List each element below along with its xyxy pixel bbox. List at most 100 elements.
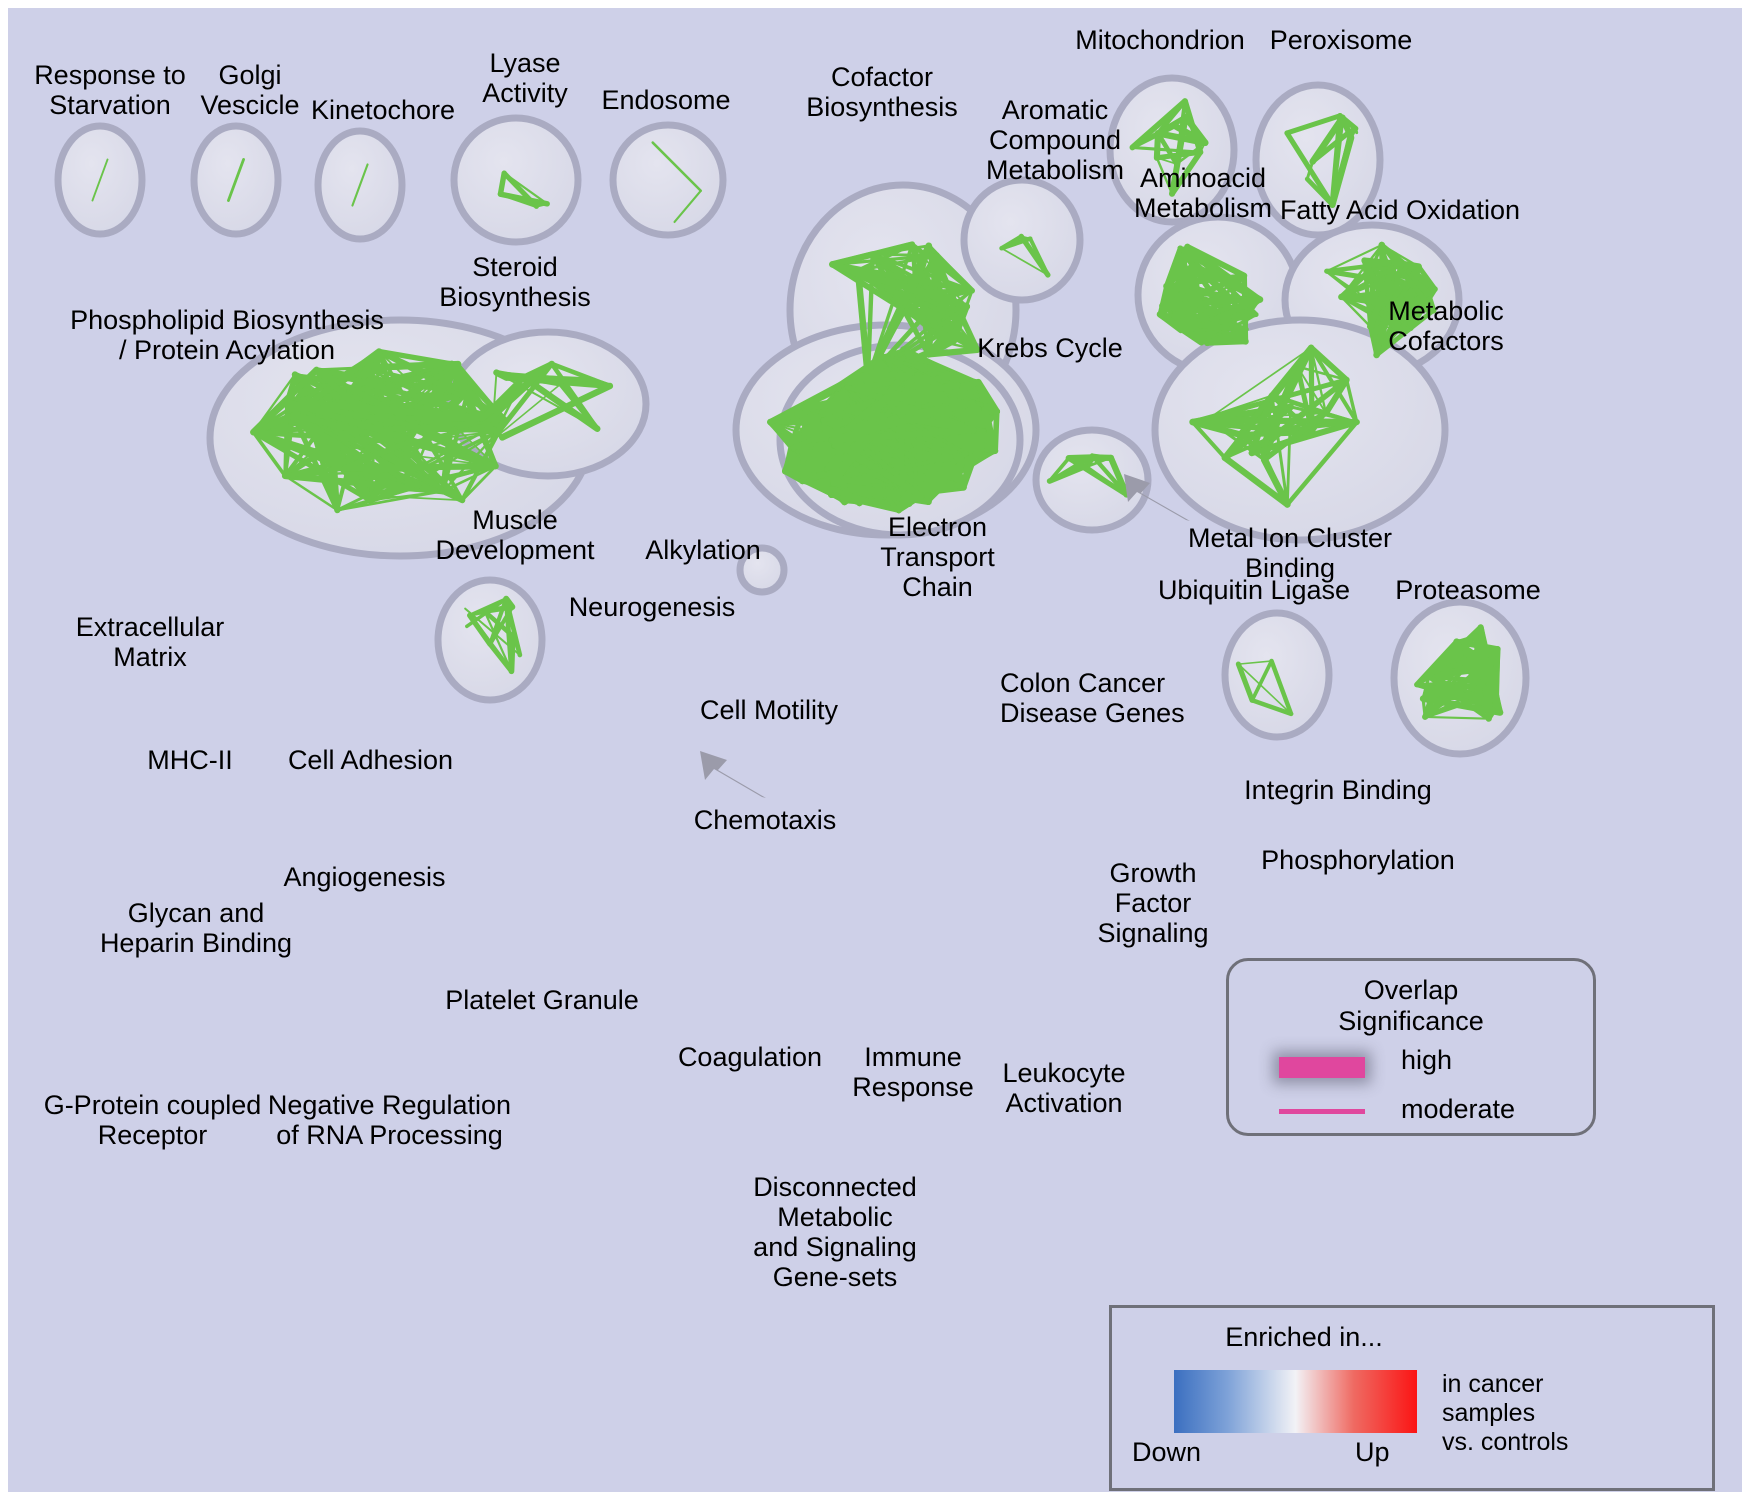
overlap-edge [880, 355, 952, 378]
overlap-edge [1160, 303, 1248, 332]
overlap-edge [313, 367, 508, 423]
overlap-edge [918, 382, 961, 499]
overlap-edge [1160, 304, 1203, 344]
overlap-edge [483, 610, 513, 673]
overlap-edge [1262, 394, 1274, 462]
overlap-edge [1285, 419, 1359, 507]
overlap-edge [1369, 325, 1412, 329]
legend-label-down: Down [1132, 1437, 1202, 1467]
overlap-edge [1156, 156, 1178, 165]
arrow-metal-ion-cluster-binding [1124, 474, 1190, 521]
overlap-edge [521, 375, 612, 388]
overlap-edge [1414, 633, 1479, 687]
overlap-edge [821, 385, 849, 423]
overlap-edge [1237, 660, 1273, 665]
overlap-edge [1362, 258, 1373, 329]
overlap-edge [1261, 410, 1329, 463]
overlap-edge [1325, 243, 1383, 273]
overlap-edge [844, 385, 888, 400]
overlap-edge [1341, 116, 1358, 134]
cluster-halo-metal-ion-cluster-binding [1032, 426, 1152, 534]
overlap-edge [498, 192, 539, 209]
legend-label-moderate: moderate [1401, 1094, 1516, 1124]
overlap-edge [1367, 259, 1399, 330]
overlap-edge [1379, 243, 1397, 265]
overlap-edge [925, 346, 981, 358]
overlap-edge [1424, 715, 1490, 720]
overlap-edge [829, 241, 916, 268]
overlap-edge [1221, 454, 1291, 508]
overlap-edge [499, 382, 614, 441]
overlap-edge [1259, 420, 1359, 452]
overlap-edge [651, 141, 703, 193]
overlap-edge [290, 412, 411, 491]
overlap-edge [290, 412, 410, 446]
overlap-edge [341, 463, 499, 472]
overlap-edge [828, 437, 925, 500]
overlap-edge [1392, 260, 1436, 313]
legend-enrichment-title: Enriched in... [1225, 1322, 1383, 1352]
legend-label-up: Up [1355, 1437, 1390, 1467]
cluster-halo-alkylation [736, 544, 788, 596]
overlap-edge [1170, 313, 1258, 325]
overlap-edge [490, 383, 562, 442]
overlap-edge [970, 399, 977, 433]
overlap-edge [336, 465, 497, 512]
overlap-edge [1249, 698, 1294, 717]
overlap-edge [1423, 695, 1483, 719]
gene-overlap-edges [91, 98, 1504, 722]
overlap-edge [1330, 115, 1345, 207]
overlap-edge [441, 464, 497, 493]
overlap-edge [1250, 659, 1274, 703]
overlap-edge [1066, 455, 1130, 498]
legend-swatch-moderate [1279, 1109, 1365, 1114]
pointer-arrows [700, 474, 1190, 798]
overlap-edge [1474, 633, 1491, 721]
overlap-edge [361, 360, 462, 372]
overlap-edge [501, 170, 539, 209]
overlap-edge [404, 440, 499, 469]
overlap-edge [854, 267, 872, 382]
overlap-edge [283, 398, 509, 424]
legend-swatch-high [1279, 1057, 1365, 1078]
overlap-edge [1308, 344, 1350, 383]
overlap-edge [351, 163, 369, 207]
overlap-edge [1155, 130, 1179, 167]
overlap-edge [821, 418, 834, 443]
overlap-edge [1340, 295, 1372, 328]
overlap-edge [1176, 279, 1204, 345]
overlap-edge [977, 381, 982, 406]
overlap-edge [1401, 309, 1435, 333]
overlap-edge [250, 398, 290, 436]
overlap-edge [1169, 149, 1204, 197]
legend-enrichment-side-text: in cancer samples vs. controls [1442, 1370, 1569, 1456]
overlap-edge [1344, 378, 1359, 424]
overlap-edge [1159, 297, 1263, 309]
overlap-edge [1153, 130, 1162, 161]
overlap-edge [1160, 281, 1180, 307]
overlap-edge [377, 349, 507, 423]
overlap-edge [910, 242, 917, 294]
overlap-edge [1160, 246, 1182, 308]
overlap-edge [1324, 411, 1359, 424]
overlap-edge [821, 418, 836, 486]
overlap-edge [1269, 393, 1329, 416]
overlap-edge [902, 429, 975, 499]
overlap-edge [902, 307, 931, 356]
overlap-edge [478, 374, 527, 422]
overlap-edge [488, 604, 515, 647]
overlap-edge [283, 474, 339, 512]
overlap-edge [1048, 456, 1095, 483]
overlap-edge [901, 494, 924, 501]
overlap-edge [800, 405, 808, 484]
overlap-edge [1107, 454, 1130, 498]
overlap-edge [828, 427, 977, 444]
overlap-edge [841, 386, 848, 431]
overlap-edge [1269, 658, 1294, 717]
overlap-edge [1130, 115, 1188, 150]
overlap-edge [1363, 259, 1397, 265]
overlap-edge [911, 243, 968, 308]
arrow-cell-motility [700, 751, 766, 798]
overlap-edge [1200, 298, 1261, 344]
